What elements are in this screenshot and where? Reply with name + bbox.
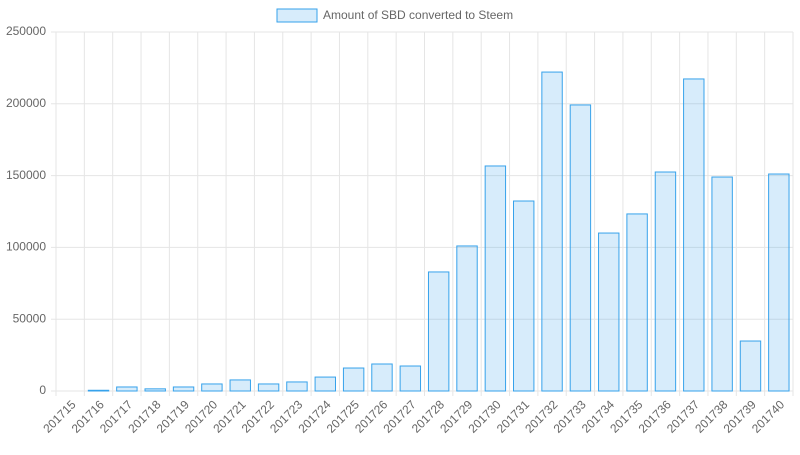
bar (172, 386, 195, 392)
bar (229, 379, 251, 392)
bar (314, 376, 336, 392)
bar (513, 200, 535, 392)
y-tick-label: 50000 (13, 311, 47, 325)
bar (399, 365, 422, 392)
y-tick-label: 250000 (6, 24, 46, 38)
bar (371, 363, 393, 392)
bar (569, 104, 592, 392)
bar (87, 389, 110, 392)
bar (427, 271, 450, 392)
bar (541, 71, 563, 392)
x-tick-label: 201740 (749, 397, 787, 435)
bar (598, 232, 620, 392)
bar (683, 78, 705, 392)
bar (484, 165, 507, 392)
y-tick-label: 150000 (6, 168, 46, 182)
bar (257, 383, 280, 392)
y-tick-label: 100000 (6, 240, 46, 254)
legend-label: Amount of SBD converted to Steem (323, 8, 513, 22)
bar (711, 176, 733, 392)
bar (456, 245, 478, 392)
bar (739, 340, 762, 392)
legend-swatch (276, 8, 318, 23)
bar (342, 367, 365, 392)
bar (201, 383, 223, 392)
bar (654, 171, 677, 392)
bar (116, 386, 138, 392)
y-tick-label: 0 (39, 383, 46, 397)
bar (626, 213, 648, 392)
bar (144, 388, 166, 392)
y-tick-label: 200000 (6, 96, 46, 110)
bar (768, 173, 790, 392)
bar (286, 381, 308, 392)
